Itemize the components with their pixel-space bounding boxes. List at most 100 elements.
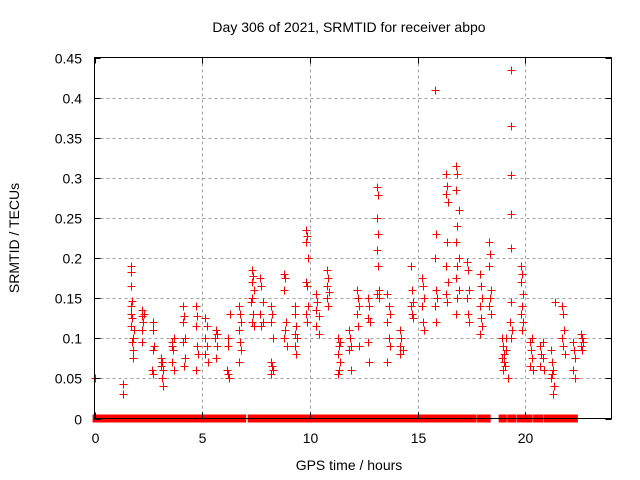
data-point xyxy=(312,306,321,315)
x-tick-label: 0 xyxy=(92,430,100,446)
data-point xyxy=(292,350,301,359)
data-point xyxy=(353,286,362,295)
x-tick-label: 5 xyxy=(199,430,207,446)
data-point xyxy=(269,334,278,343)
data-point xyxy=(312,322,321,331)
data-point xyxy=(256,274,265,283)
data-point xyxy=(130,326,139,335)
data-point xyxy=(236,338,245,347)
x-axis-ticks: 0 5 10 15 20 xyxy=(92,57,534,446)
data-point xyxy=(536,362,545,371)
data-point xyxy=(127,268,136,277)
data-point xyxy=(518,326,527,335)
data-point xyxy=(453,294,462,303)
data-point xyxy=(487,286,496,295)
data-point xyxy=(128,338,137,347)
data-point xyxy=(248,318,257,327)
data-point xyxy=(408,286,417,295)
data-point xyxy=(336,358,345,367)
data-point xyxy=(385,334,394,343)
data-point xyxy=(499,366,508,375)
data-point xyxy=(170,334,179,343)
data-point xyxy=(303,282,312,291)
data-point xyxy=(280,270,289,279)
data-point xyxy=(345,326,354,335)
data-point xyxy=(486,250,495,259)
data-point xyxy=(444,198,453,207)
data-point xyxy=(455,286,464,295)
data-point xyxy=(250,322,259,331)
data-point xyxy=(249,272,258,281)
data-point xyxy=(476,302,485,311)
data-point xyxy=(267,358,276,367)
data-point xyxy=(548,358,557,367)
data-point xyxy=(579,338,588,347)
data-point xyxy=(128,297,137,306)
data-point xyxy=(335,366,344,375)
data-point xyxy=(507,298,516,307)
data-point xyxy=(559,342,568,351)
y-tick-label: 0.1 xyxy=(63,331,83,347)
data-point xyxy=(485,262,494,271)
data-point xyxy=(168,342,177,351)
data-point xyxy=(500,350,509,359)
x-tick-label: 20 xyxy=(518,430,534,446)
data-point xyxy=(213,330,222,339)
data-point xyxy=(345,346,354,355)
data-point xyxy=(366,318,375,327)
data-point xyxy=(442,170,451,179)
data-point xyxy=(302,238,311,247)
data-point xyxy=(364,314,373,323)
data-point xyxy=(204,358,213,367)
data-point xyxy=(248,294,257,303)
data-point xyxy=(324,274,333,283)
data-point xyxy=(149,370,158,379)
data-point xyxy=(138,326,147,335)
data-point xyxy=(223,366,232,375)
data-point xyxy=(409,298,418,307)
data-point xyxy=(526,338,535,347)
data-point xyxy=(269,366,278,375)
data-point xyxy=(282,318,291,327)
data-point xyxy=(418,302,427,311)
y-tick-label: 0.4 xyxy=(63,91,83,107)
data-point xyxy=(559,310,568,319)
y-tick-label: 0.2 xyxy=(63,251,83,267)
data-point xyxy=(268,310,277,319)
data-point xyxy=(507,210,516,219)
data-point xyxy=(140,310,149,319)
data-point xyxy=(149,318,158,327)
data-point xyxy=(324,302,333,311)
data-point xyxy=(528,354,537,363)
data-point xyxy=(548,370,557,379)
data-point xyxy=(487,310,496,319)
data-point xyxy=(386,310,395,319)
data-point xyxy=(442,290,451,299)
data-point xyxy=(518,302,527,311)
data-point xyxy=(148,366,157,375)
data-point xyxy=(129,354,138,363)
data-point xyxy=(396,326,405,335)
data-point xyxy=(569,366,578,375)
data-point xyxy=(334,350,343,359)
data-point xyxy=(212,326,221,335)
data-point xyxy=(518,270,527,279)
data-point xyxy=(127,302,136,311)
data-point xyxy=(432,318,441,327)
data-point xyxy=(432,286,441,295)
data-point xyxy=(347,342,356,351)
data-point xyxy=(578,346,587,355)
data-point xyxy=(444,278,453,287)
data-point xyxy=(501,362,510,371)
data-point xyxy=(453,170,462,179)
data-point xyxy=(346,334,355,343)
data-point xyxy=(323,266,332,275)
data-point xyxy=(517,262,526,271)
data-point xyxy=(478,294,487,303)
data-point xyxy=(385,302,394,311)
data-point xyxy=(193,312,202,321)
data-point xyxy=(237,318,246,327)
data-point xyxy=(507,244,516,253)
data-point xyxy=(169,346,178,355)
